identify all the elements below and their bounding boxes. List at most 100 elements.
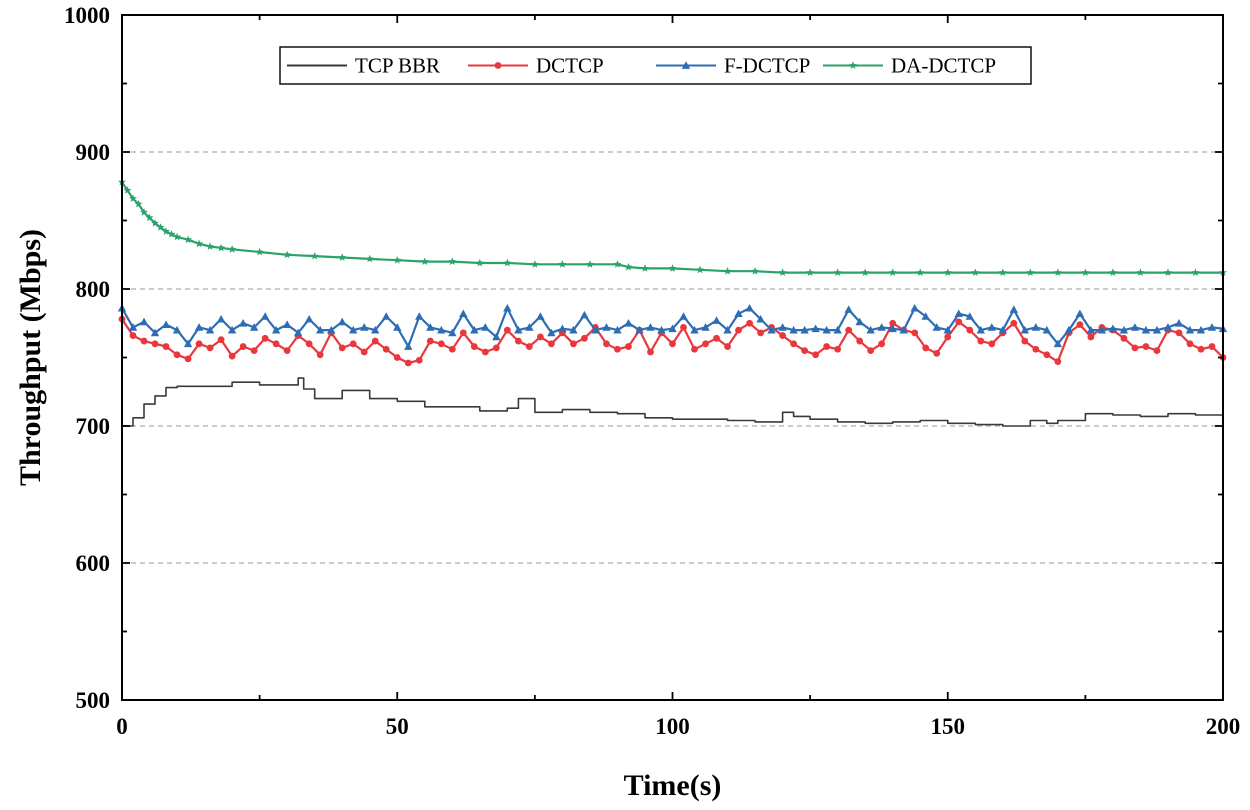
data-point <box>134 199 143 208</box>
legend-label: F-DCTCP <box>724 54 810 78</box>
data-point <box>954 309 963 318</box>
data-point <box>856 337 864 345</box>
data-point <box>139 317 149 326</box>
legend: TCP BBR DCTCP F-DCTCP DA-DCTCP <box>279 46 1032 85</box>
data-point <box>128 323 138 331</box>
data-point <box>228 352 236 360</box>
data-point <box>1108 324 1118 333</box>
series-line <box>121 181 1223 274</box>
data-point <box>382 312 391 320</box>
data-point <box>151 219 159 227</box>
data-point <box>129 194 137 202</box>
series-da-dctcp <box>118 177 1227 276</box>
data-point <box>811 324 820 333</box>
data-point <box>494 62 502 69</box>
data-point <box>514 337 522 345</box>
data-point <box>833 325 842 334</box>
data-point <box>987 323 996 331</box>
data-point <box>217 336 225 344</box>
data-point <box>735 326 742 334</box>
data-point <box>1021 337 1029 345</box>
data-point <box>806 268 815 276</box>
data-point <box>921 312 930 320</box>
data-point <box>1043 351 1051 359</box>
data-point <box>255 247 264 256</box>
data-point <box>1191 268 1200 276</box>
data-point <box>547 340 555 348</box>
data-point <box>173 232 181 241</box>
data-point <box>162 343 170 350</box>
data-point <box>889 319 897 327</box>
data-point <box>998 268 1007 276</box>
data-point <box>184 355 192 363</box>
data-point <box>723 267 732 275</box>
data-point <box>849 61 857 69</box>
data-point <box>668 324 677 333</box>
data-point <box>933 349 941 357</box>
x-tick-label: 200 <box>1206 714 1241 739</box>
data-point <box>845 326 853 334</box>
data-point <box>614 345 621 353</box>
data-point <box>283 250 292 259</box>
data-point <box>911 329 919 337</box>
data-point <box>194 323 204 331</box>
data-point <box>1119 325 1129 334</box>
data-point <box>569 325 578 334</box>
series-f-dctcp <box>117 303 1228 350</box>
data-point <box>581 334 588 342</box>
data-point <box>932 323 941 331</box>
data-point <box>751 267 760 275</box>
data-point <box>899 325 908 334</box>
data-point <box>360 323 369 331</box>
data-point <box>779 332 786 339</box>
data-point <box>757 329 764 337</box>
data-point <box>239 343 247 350</box>
data-point <box>1208 343 1216 350</box>
data-point <box>701 323 710 331</box>
data-point <box>657 325 666 334</box>
data-point <box>1196 325 1206 334</box>
data-point <box>503 326 511 334</box>
legend-label: DCTCP <box>536 54 604 78</box>
data-point <box>1081 268 1090 276</box>
data-point <box>349 340 357 348</box>
data-point <box>448 257 457 265</box>
data-point <box>525 343 533 350</box>
data-point <box>437 325 446 334</box>
data-point <box>878 340 886 348</box>
data-point <box>382 345 390 353</box>
data-point <box>1086 325 1096 334</box>
data-point <box>426 323 435 331</box>
data-point <box>448 328 457 337</box>
data-point <box>123 186 132 194</box>
data-point <box>988 340 996 348</box>
data-point <box>475 258 484 267</box>
data-point <box>602 323 611 331</box>
data-point <box>283 347 291 355</box>
data-point <box>1020 325 1030 334</box>
data-point <box>1136 268 1145 276</box>
x-tick-label: 50 <box>386 714 409 739</box>
data-point <box>641 264 649 272</box>
data-point <box>420 257 429 265</box>
data-point <box>426 337 434 345</box>
data-point <box>470 343 478 350</box>
data-point <box>404 359 412 367</box>
data-point <box>393 323 402 331</box>
data-point <box>922 344 930 352</box>
data-point <box>1130 323 1140 331</box>
data-point <box>625 343 632 350</box>
data-point <box>437 340 445 348</box>
data-point <box>669 340 676 348</box>
data-point <box>492 332 501 341</box>
data-point <box>834 345 842 353</box>
data-point <box>503 303 512 312</box>
data-point <box>558 260 567 268</box>
data-point <box>812 351 820 359</box>
data-point <box>448 345 456 353</box>
data-point <box>206 344 214 352</box>
data-point <box>746 319 753 327</box>
data-point <box>514 325 523 334</box>
data-point <box>1064 325 1074 334</box>
data-point <box>227 325 237 334</box>
